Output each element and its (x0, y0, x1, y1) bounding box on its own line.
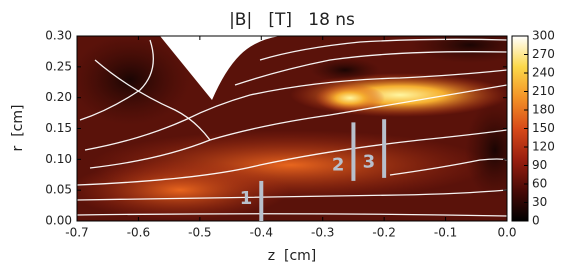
x-tick-label: -0.4 (250, 226, 273, 240)
x-tick-label: -0.1 (434, 226, 457, 240)
y-tick-label: 0.30 (45, 29, 72, 43)
colorbar-tick-label: 30 (532, 195, 547, 209)
y-tick-label: 0.00 (45, 214, 72, 228)
probe-label: 2 (332, 155, 345, 176)
y-tick-label: 0.05 (45, 183, 72, 197)
x-axis-label: z [cm] (268, 248, 317, 264)
x-tick-label: -0.5 (188, 226, 211, 240)
x-tick-label: -0.7 (65, 226, 88, 240)
colorbar-tick-label: 210 (532, 84, 555, 98)
y-tick-label: 0.10 (45, 152, 72, 166)
y-tick-label: 0.25 (45, 59, 72, 73)
y-axis-label: r [cm] (10, 105, 26, 152)
probe-label: 1 (240, 188, 253, 209)
colorbar-tick-label: 90 (532, 158, 547, 172)
colorbar-tick-label: 0 (532, 214, 540, 228)
y-tick-label: 0.15 (45, 121, 72, 135)
chart-title: |B| [T] 18 ns (229, 10, 355, 30)
x-tick-label: -0.6 (127, 226, 150, 240)
x-tick-label: -0.3 (311, 226, 334, 240)
y-tick-label: 0.20 (45, 90, 72, 104)
colorbar-tick-label: 300 (532, 29, 555, 43)
colorbar-tick-label: 60 (532, 177, 547, 191)
x-tick-label: -0.2 (372, 226, 395, 240)
colorbar-tick-label: 270 (532, 47, 555, 61)
x-tick-label: 0.0 (497, 226, 516, 240)
colorbar-tick-label: 180 (532, 103, 555, 117)
heatmap-field (77, 36, 507, 221)
colorbar-tick-label: 150 (532, 121, 555, 135)
probe-label: 3 (363, 152, 376, 173)
colorbar-tick-label: 120 (532, 140, 555, 154)
colorbar-tick-label: 240 (532, 66, 555, 80)
